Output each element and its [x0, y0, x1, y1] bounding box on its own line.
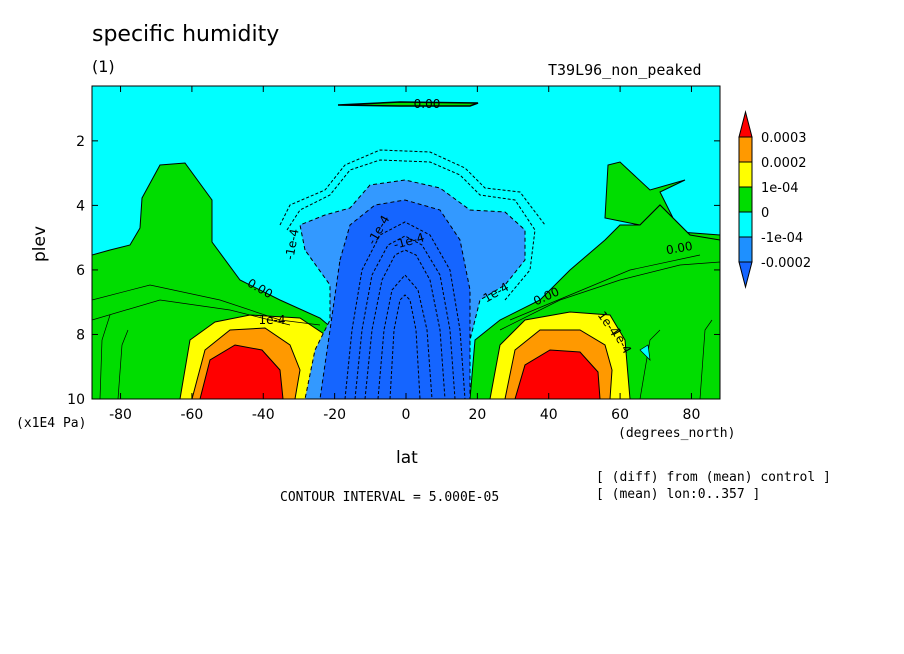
x-tick-label: 20 [468, 407, 486, 423]
top-contour [337, 101, 479, 107]
colorbar-top-arrow [738, 110, 753, 138]
x-axis: -80 -60 -40 -20 0 20 40 60 80 [109, 86, 700, 423]
x-units: (degrees_north) [618, 426, 736, 441]
chart-title: specific humidity [92, 22, 280, 47]
colorbar-box [738, 186, 753, 213]
y-tick-label: 10 [67, 392, 85, 408]
y-tick-label: 4 [76, 198, 85, 214]
x-tick-label: 0 [402, 407, 411, 423]
x-tick-label: -60 [180, 407, 203, 423]
colorbar-label: -0.0002 [761, 256, 811, 271]
y-tick-label: 8 [76, 327, 85, 343]
y-axis: 2 4 6 8 10 [67, 134, 720, 408]
y-tick-label: 6 [76, 263, 85, 279]
x-tick-label: -40 [252, 407, 275, 423]
contour-label: 1e-4 [259, 313, 286, 327]
note-diff: [ (diff) from (mean) control ] [596, 470, 831, 485]
colorbar-box [738, 211, 753, 238]
chart-subtitle: (1) [92, 57, 115, 76]
note-mean: [ (mean) lon:0..357 ] [596, 487, 761, 502]
colorbar-bottom-arrow [738, 261, 753, 289]
x-tick-label: -20 [323, 407, 346, 423]
colorbar-label: 0.0002 [761, 156, 807, 171]
y-tick-label: 2 [76, 134, 85, 150]
x-tick-label: 40 [540, 407, 558, 423]
y-units: (x1E4 Pa) [16, 416, 87, 431]
y-axis-label: plev [30, 225, 50, 262]
darkblue-region [319, 199, 471, 399]
red-region-north [514, 349, 601, 399]
contour-label: 0.00 [665, 239, 694, 257]
colorbar-label: 0.0003 [761, 131, 807, 146]
colorbar-label: 1e-04 [761, 181, 799, 196]
colorbar: 0.0003 0.0002 1e-04 0 -1e-04 -0.0002 [738, 110, 811, 289]
x-tick-label: 80 [683, 407, 701, 423]
run-label: T39L96_non_peaked [548, 61, 702, 79]
field-fill [92, 86, 720, 399]
red-region-south [199, 344, 284, 399]
contour-label: 0.00 [414, 97, 441, 111]
dense-contours [279, 149, 546, 399]
colorbar-box [738, 136, 753, 163]
colorbar-box [738, 161, 753, 188]
colorbar-label: 0 [761, 206, 769, 221]
x-tick-label: 60 [611, 407, 629, 423]
contour-labels: 0.000.000.00 0.00-1e-41e-41e-41e-4-1e-4 -1… [245, 97, 694, 356]
contour-label: -1e-4 [282, 228, 301, 261]
contour-interval: CONTOUR INTERVAL = 5.000E-05 [280, 490, 500, 505]
x-tick-label: -80 [109, 407, 132, 423]
thin-contours [92, 254, 720, 399]
colorbar-box [738, 236, 753, 263]
colorbar-label: -1e-04 [761, 231, 803, 246]
x-axis-label: lat [396, 448, 418, 468]
